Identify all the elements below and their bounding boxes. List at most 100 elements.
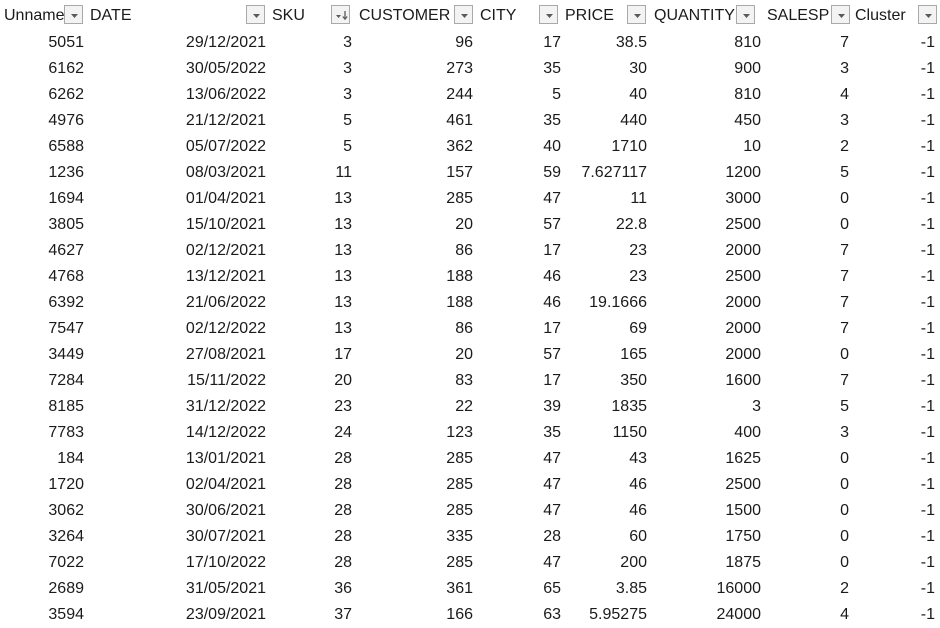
column-header-customer[interactable]: CUSTOMER [359,7,451,24]
cell-customer[interactable]: 20 [455,216,473,233]
cell-unnamed[interactable]: 1720 [48,476,84,493]
filter-button-price[interactable] [627,5,646,24]
filter-button-customer[interactable] [454,5,473,24]
cell-sku[interactable]: 20 [334,372,352,389]
cell-cluster[interactable]: -1 [920,346,935,363]
cell-date[interactable]: 31/05/2021 [185,580,266,597]
cell-salesperson[interactable]: 7 [840,34,849,51]
cell-price[interactable]: 60 [629,528,647,545]
cell-sku[interactable]: 13 [334,242,352,259]
cell-customer[interactable]: 273 [446,60,473,77]
cell-cluster[interactable]: -1 [920,164,935,181]
cell-quantity[interactable]: 2500 [725,216,761,233]
cell-date[interactable]: 30/07/2021 [185,528,266,545]
column-header-unnamed[interactable]: Unnamed [4,7,66,24]
cell-city[interactable]: 47 [543,502,561,519]
cell-salesperson[interactable]: 0 [840,190,849,207]
cell-unnamed[interactable]: 3264 [48,528,84,545]
cell-cluster[interactable]: -1 [920,424,935,441]
cell-city[interactable]: 39 [543,398,561,415]
cell-customer[interactable]: 96 [455,34,473,51]
cell-price[interactable]: 38.5 [615,34,647,51]
cell-sku[interactable]: 13 [334,294,352,311]
cell-city[interactable]: 47 [543,554,561,571]
cell-customer[interactable]: 86 [455,242,473,259]
cell-unnamed[interactable]: 2689 [48,580,84,597]
cell-date[interactable]: 13/12/2021 [185,268,266,285]
column-header-quantity[interactable]: QUANTITY [654,7,735,24]
cell-price[interactable]: 5.95275 [589,606,647,623]
cell-price[interactable]: 46 [629,476,647,493]
filter-button-city[interactable] [539,5,558,24]
cell-salesperson[interactable]: 3 [840,424,849,441]
cell-quantity[interactable]: 810 [734,34,761,51]
cell-city[interactable]: 63 [543,606,561,623]
cell-salesperson[interactable]: 5 [840,164,849,181]
cell-customer[interactable]: 86 [455,320,473,337]
cell-salesperson[interactable]: 4 [840,86,849,103]
cell-salesperson[interactable]: 4 [840,606,849,623]
cell-price[interactable]: 1150 [612,424,647,441]
cell-salesperson[interactable]: 0 [840,216,849,233]
cell-city[interactable]: 28 [543,528,561,545]
cell-cluster[interactable]: -1 [920,216,935,233]
cell-cluster[interactable]: -1 [920,398,935,415]
cell-price[interactable]: 3.85 [615,580,647,597]
cell-unnamed[interactable]: 8185 [48,398,84,415]
cell-cluster[interactable]: -1 [920,34,935,51]
filter-button-cluster[interactable] [918,5,937,24]
cell-city[interactable]: 47 [543,190,561,207]
cell-salesperson[interactable]: 7 [840,372,849,389]
cell-unnamed[interactable]: 4627 [48,242,84,259]
cell-price[interactable]: 440 [620,112,647,129]
cell-salesperson[interactable]: 0 [840,346,849,363]
cell-quantity[interactable]: 900 [734,60,761,77]
cell-sku[interactable]: 28 [334,502,352,519]
cell-sku[interactable]: 13 [334,320,352,337]
cell-unnamed[interactable]: 3449 [48,346,84,363]
cell-quantity[interactable]: 1200 [725,164,761,181]
cell-city[interactable]: 35 [543,424,561,441]
cell-salesperson[interactable]: 7 [840,242,849,259]
cell-sku[interactable]: 3 [343,86,352,103]
cell-price[interactable]: 200 [620,554,647,571]
cell-customer[interactable]: 285 [446,450,473,467]
cell-customer[interactable]: 285 [446,190,473,207]
cell-unnamed[interactable]: 6392 [48,294,84,311]
cell-cluster[interactable]: -1 [920,268,935,285]
cell-unnamed[interactable]: 7783 [48,424,84,441]
cell-unnamed[interactable]: 7022 [48,554,84,571]
cell-quantity[interactable]: 2000 [725,242,761,259]
cell-cluster[interactable]: -1 [920,294,935,311]
cell-quantity[interactable]: 24000 [716,606,762,623]
cell-cluster[interactable]: -1 [920,60,935,77]
cell-cluster[interactable]: -1 [920,580,935,597]
cell-unnamed[interactable]: 6588 [48,138,84,155]
cell-sku[interactable]: 28 [334,554,352,571]
cell-date[interactable]: 13/06/2022 [185,86,266,103]
cell-price[interactable]: 23 [629,242,647,259]
cell-salesperson[interactable]: 0 [840,528,849,545]
cell-city[interactable]: 46 [543,268,561,285]
cell-price[interactable]: 40 [629,86,647,103]
cell-city[interactable]: 17 [543,320,561,337]
cell-customer[interactable]: 166 [446,606,473,623]
cell-cluster[interactable]: -1 [920,502,935,519]
cell-city[interactable]: 47 [543,476,561,493]
cell-date[interactable]: 31/12/2022 [185,398,266,415]
cell-quantity[interactable]: 2000 [725,346,761,363]
cell-city[interactable]: 35 [543,60,561,77]
cell-quantity[interactable]: 1500 [725,502,761,519]
cell-city[interactable]: 47 [543,450,561,467]
cell-date[interactable]: 01/04/2021 [185,190,266,207]
cell-city[interactable]: 5 [552,86,561,103]
cell-salesperson[interactable]: 0 [840,502,849,519]
cell-date[interactable]: 02/12/2021 [185,242,266,259]
cell-salesperson[interactable]: 0 [840,476,849,493]
cell-city[interactable]: 59 [543,164,561,181]
cell-city[interactable]: 57 [543,346,561,363]
cell-sku[interactable]: 13 [334,216,352,233]
cell-customer[interactable]: 362 [446,138,473,155]
cell-customer[interactable]: 188 [446,294,473,311]
cell-customer[interactable]: 188 [446,268,473,285]
